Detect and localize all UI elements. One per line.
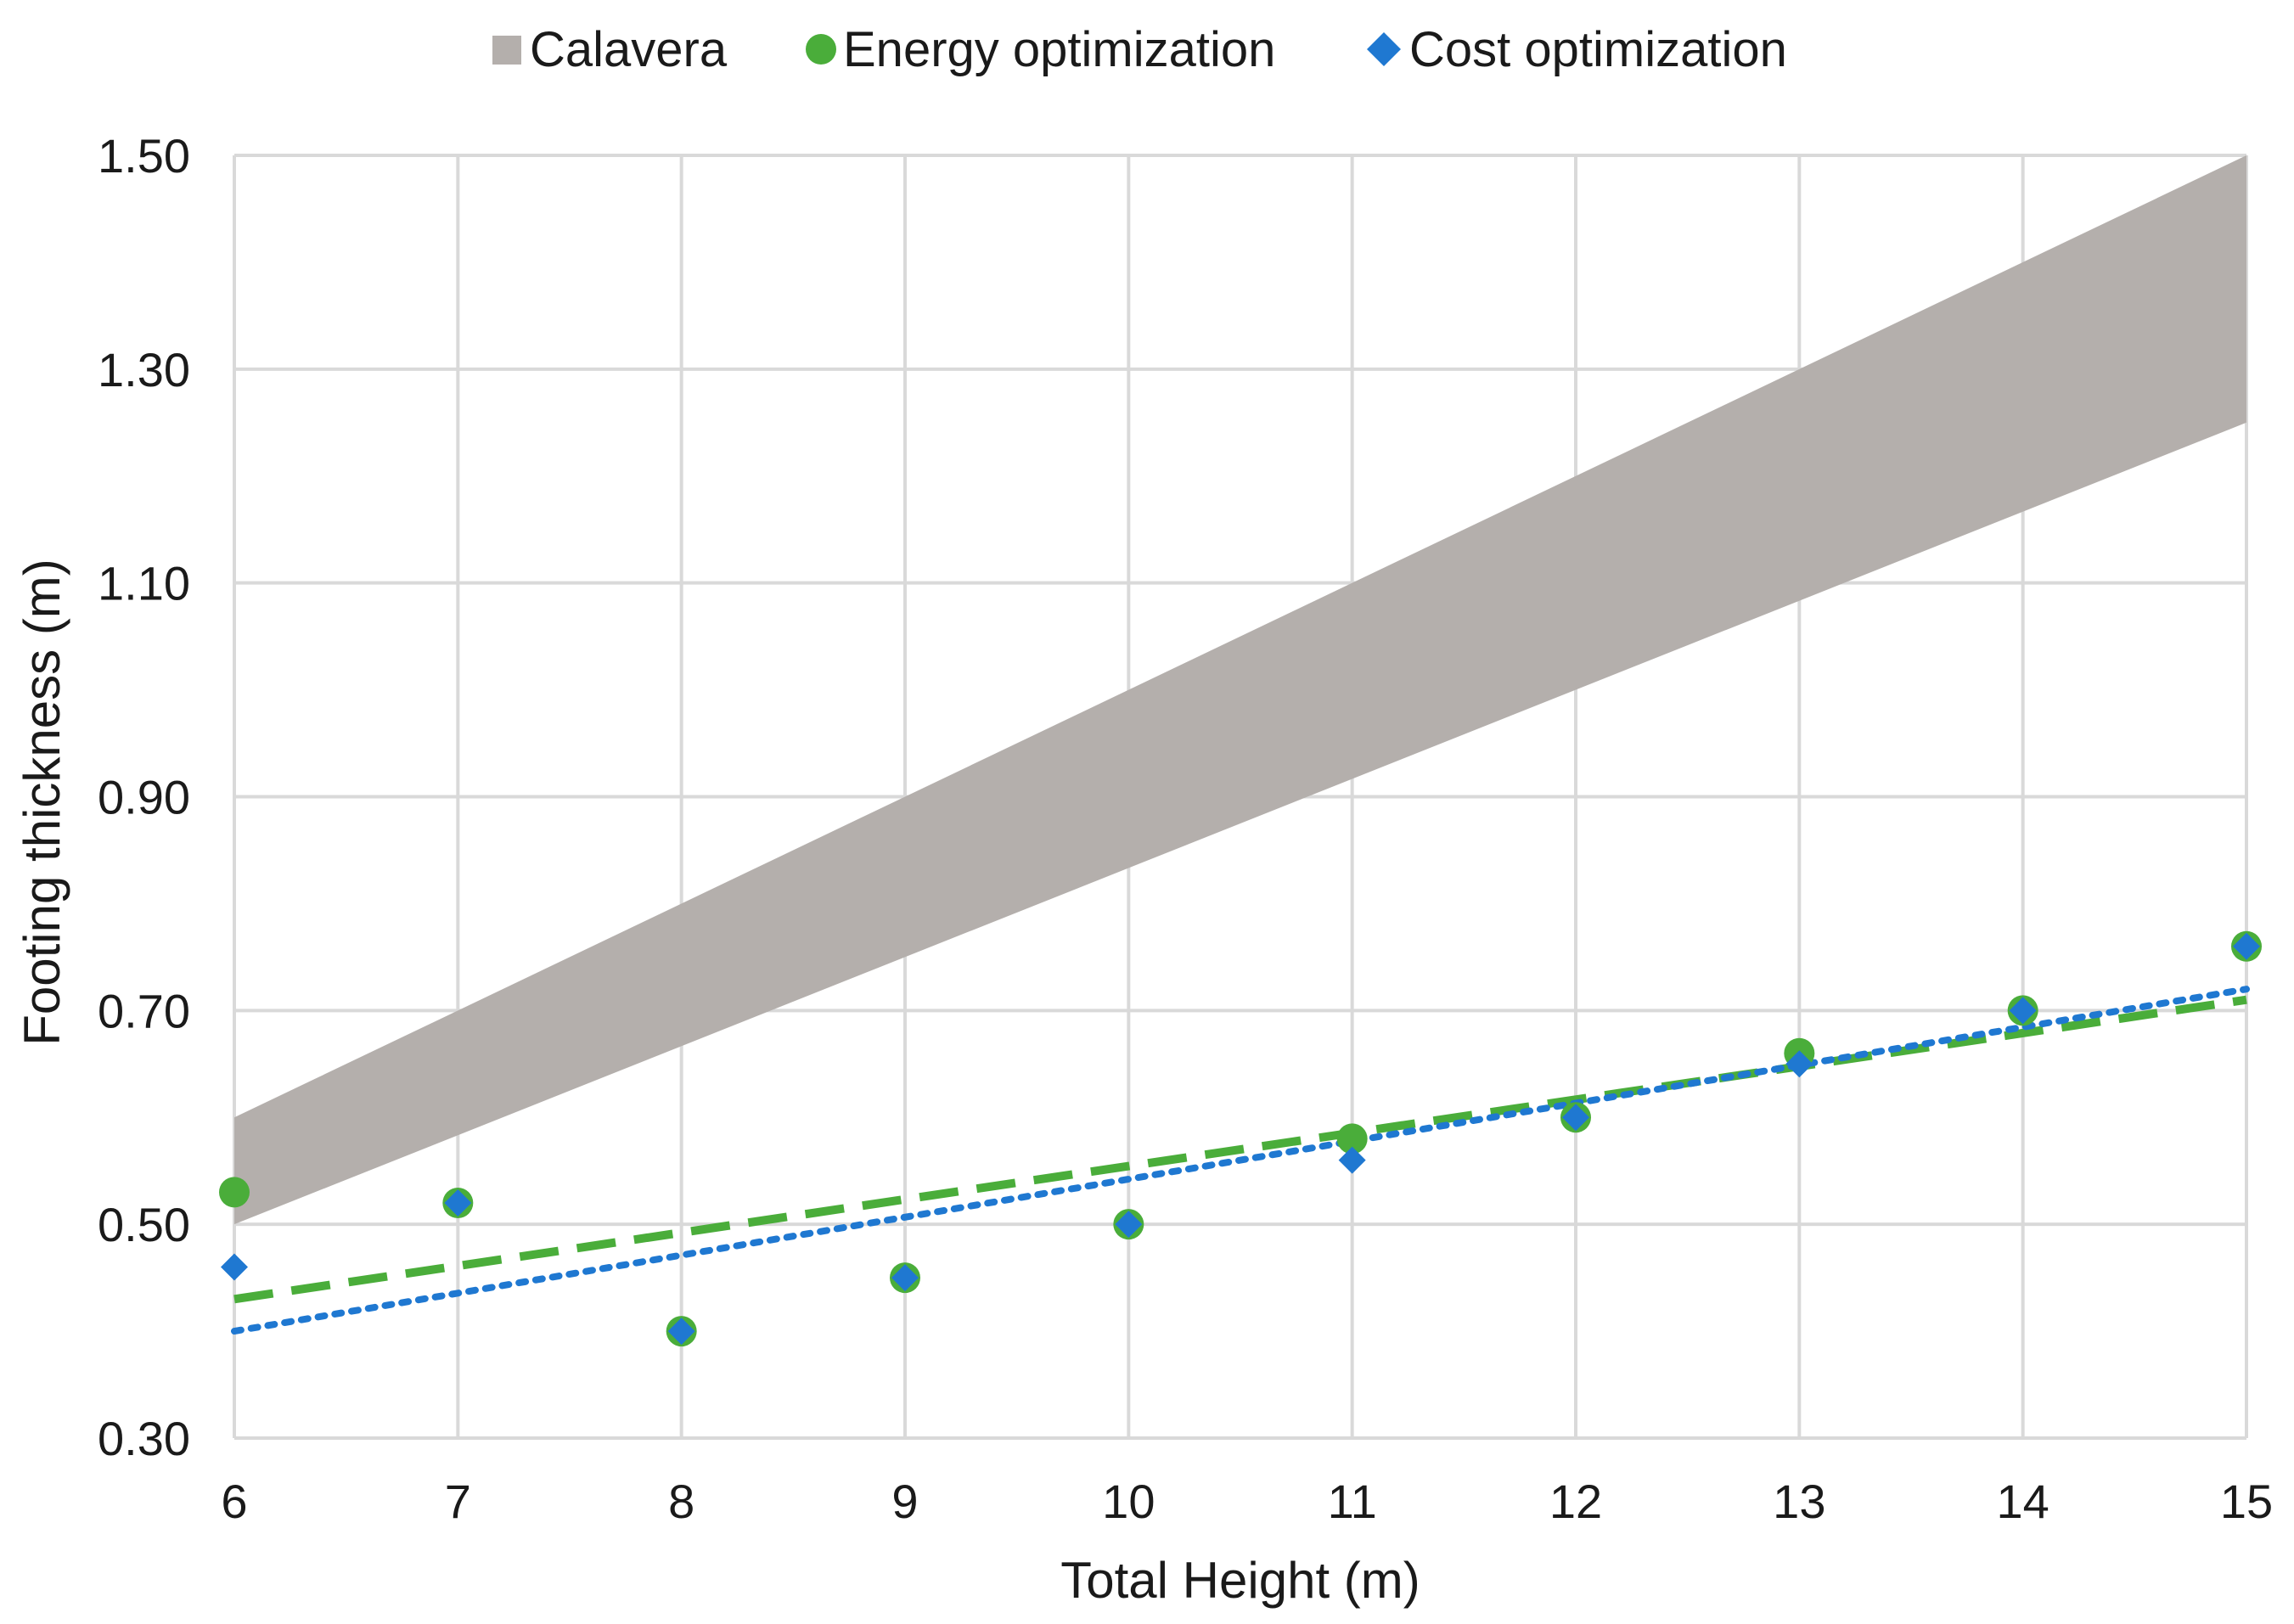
marker-layer [219, 930, 2262, 1347]
cost-point-11 [1338, 1146, 1366, 1174]
cost-point-10 [1115, 1211, 1143, 1239]
x-tick-label-6: 6 [221, 1475, 247, 1528]
x-axis-tick-labels: 6 7 8 9 10 11 12 13 14 15 [221, 1475, 2273, 1528]
x-tick-label-10: 10 [1102, 1475, 1155, 1528]
y-tick-label-1.10: 1.10 [98, 557, 190, 610]
x-tick-label-8: 8 [668, 1475, 694, 1528]
trendline-layer [231, 986, 2250, 1335]
cost-point-12 [1562, 1104, 1589, 1132]
y-axis-tick-labels: 0.30 0.50 0.70 0.90 1.10 1.30 1.50 [98, 129, 190, 1465]
x-tick-label-12: 12 [1549, 1475, 1602, 1528]
y-axis-title: Footing thickness (m) [14, 559, 70, 1046]
cost-point-9 [891, 1264, 919, 1292]
y-tick-label-0.50: 0.50 [98, 1198, 190, 1251]
legend-calavera-swatch [492, 36, 521, 65]
legend: Calavera Energy optimization Cost optimi… [492, 22, 1787, 77]
cost-point-13 [1785, 1050, 1813, 1078]
energy-point-6 [219, 1177, 250, 1208]
calavera-band [234, 155, 2246, 1225]
x-tick-label-9: 9 [891, 1475, 918, 1528]
y-tick-label-0.30: 0.30 [98, 1412, 190, 1465]
legend-energy-label: Energy optimization [843, 22, 1275, 77]
cost-point-15 [2233, 932, 2260, 960]
legend-cost-label: Cost optimization [1409, 22, 1787, 77]
y-tick-label-0.70: 0.70 [98, 984, 190, 1037]
cost-point-8 [667, 1318, 695, 1346]
y-tick-label-1.50: 1.50 [98, 129, 190, 183]
x-tick-label-14: 14 [1997, 1475, 2049, 1528]
y-tick-label-0.90: 0.90 [98, 771, 190, 824]
legend-energy-swatch [806, 34, 836, 65]
energy-trendline [233, 995, 2247, 1304]
calavera-band-layer [234, 155, 2246, 1225]
x-tick-label-15: 15 [2220, 1475, 2273, 1528]
x-tick-label-7: 7 [445, 1475, 471, 1528]
legend-cost-swatch [1367, 32, 1401, 66]
energy-point-11 [1336, 1123, 1368, 1155]
cost-point-14 [2009, 997, 2037, 1025]
cost-point-7 [444, 1188, 472, 1217]
x-axis-title: Total Height (m) [1060, 1552, 1420, 1609]
legend-calavera-label: Calavera [530, 22, 728, 77]
x-tick-label-13: 13 [1773, 1475, 1825, 1528]
cost-trendline [231, 986, 2250, 1335]
x-tick-label-11: 11 [1328, 1475, 1377, 1528]
cost-point-6 [221, 1253, 248, 1281]
y-tick-label-1.30: 1.30 [98, 343, 190, 396]
